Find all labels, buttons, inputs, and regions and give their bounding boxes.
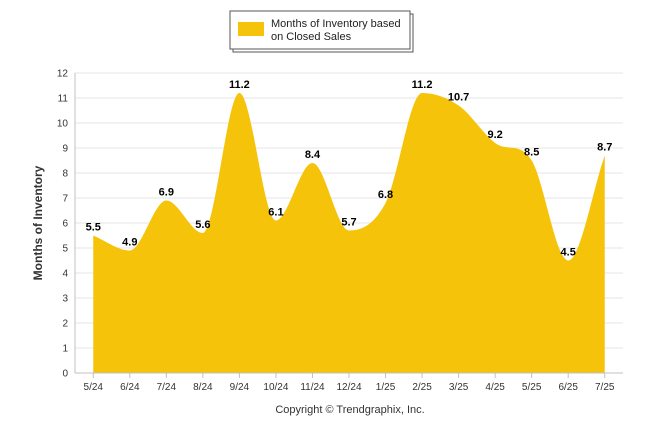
y-tick-label: 3 [62, 294, 68, 305]
x-tick-label: 8/24 [193, 382, 213, 393]
data-label: 11.2 [229, 79, 250, 91]
x-tick-label: 6/24 [120, 382, 140, 393]
x-tick-label: 1/25 [376, 382, 396, 393]
x-tick-label: 7/25 [595, 382, 615, 393]
x-tick-label: 3/25 [449, 382, 469, 393]
data-label: 4.9 [122, 237, 137, 249]
data-labels: 5.5 4.9 6.9 5.6 11.2 6.1 8.4 5.7 6.8 11.2 10.7 9.2 8… [86, 79, 613, 259]
legend-label-line-1: Months of Inventory based [271, 18, 401, 30]
legend[interactable]: Months of Inventory based on Closed Sale… [229, 10, 414, 53]
x-tick-label: 4/25 [485, 382, 505, 393]
data-label: 10.7 [448, 92, 469, 104]
data-label: 5.6 [195, 219, 210, 231]
y-tick-label: 11 [58, 94, 69, 105]
copyright-credit: Copyright © Trendgraphix, Inc. [275, 404, 424, 416]
x-tick-label: 5/25 [522, 382, 542, 393]
y-tick-label: 12 [57, 69, 69, 80]
data-label: 8.7 [597, 142, 612, 154]
x-tick-label: 12/24 [336, 382, 361, 393]
y-tick-label: 9 [62, 144, 68, 155]
data-label: 11.2 [412, 79, 433, 91]
y-axis-title: Months of Inventory [31, 165, 45, 280]
data-label: 6.9 [159, 187, 174, 199]
x-tick-label: 5/24 [84, 382, 104, 393]
series-area-layer [93, 93, 605, 373]
y-tick-label: 5 [62, 244, 68, 255]
x-tick-labels: 5/24 6/24 7/24 8/24 9/24 10/24 11/24 12/24 1/25 2… [84, 382, 615, 393]
x-tick-label: 11/24 [300, 382, 325, 393]
legend-label-line-2: on Closed Sales [271, 31, 352, 43]
data-label: 6.1 [268, 207, 283, 219]
series-area [93, 93, 605, 373]
x-tick-label: 9/24 [230, 382, 250, 393]
data-label: 9.2 [487, 129, 502, 141]
y-tick-label: 4 [62, 269, 68, 280]
axes [74, 73, 623, 378]
y-tick-label: 2 [62, 319, 68, 330]
data-label: 6.8 [378, 189, 393, 201]
y-tick-label: 10 [57, 119, 69, 130]
x-tick-label: 7/24 [157, 382, 177, 393]
data-label: 8.5 [524, 147, 539, 159]
data-label: 4.5 [561, 247, 576, 259]
data-label: 5.7 [341, 217, 356, 229]
y-tick-label: 0 [62, 369, 68, 380]
x-tick-label: 2/25 [412, 382, 432, 393]
data-label: 5.5 [86, 222, 101, 234]
y-tick-label: 7 [62, 194, 68, 205]
y-tick-label: 8 [62, 169, 68, 180]
y-tick-label: 6 [62, 219, 68, 230]
y-tick-label: 1 [62, 344, 68, 355]
x-tick-label: 10/24 [263, 382, 288, 393]
data-label: 8.4 [305, 149, 321, 161]
x-tick-label: 6/25 [558, 382, 578, 393]
legend-swatch [238, 22, 264, 36]
